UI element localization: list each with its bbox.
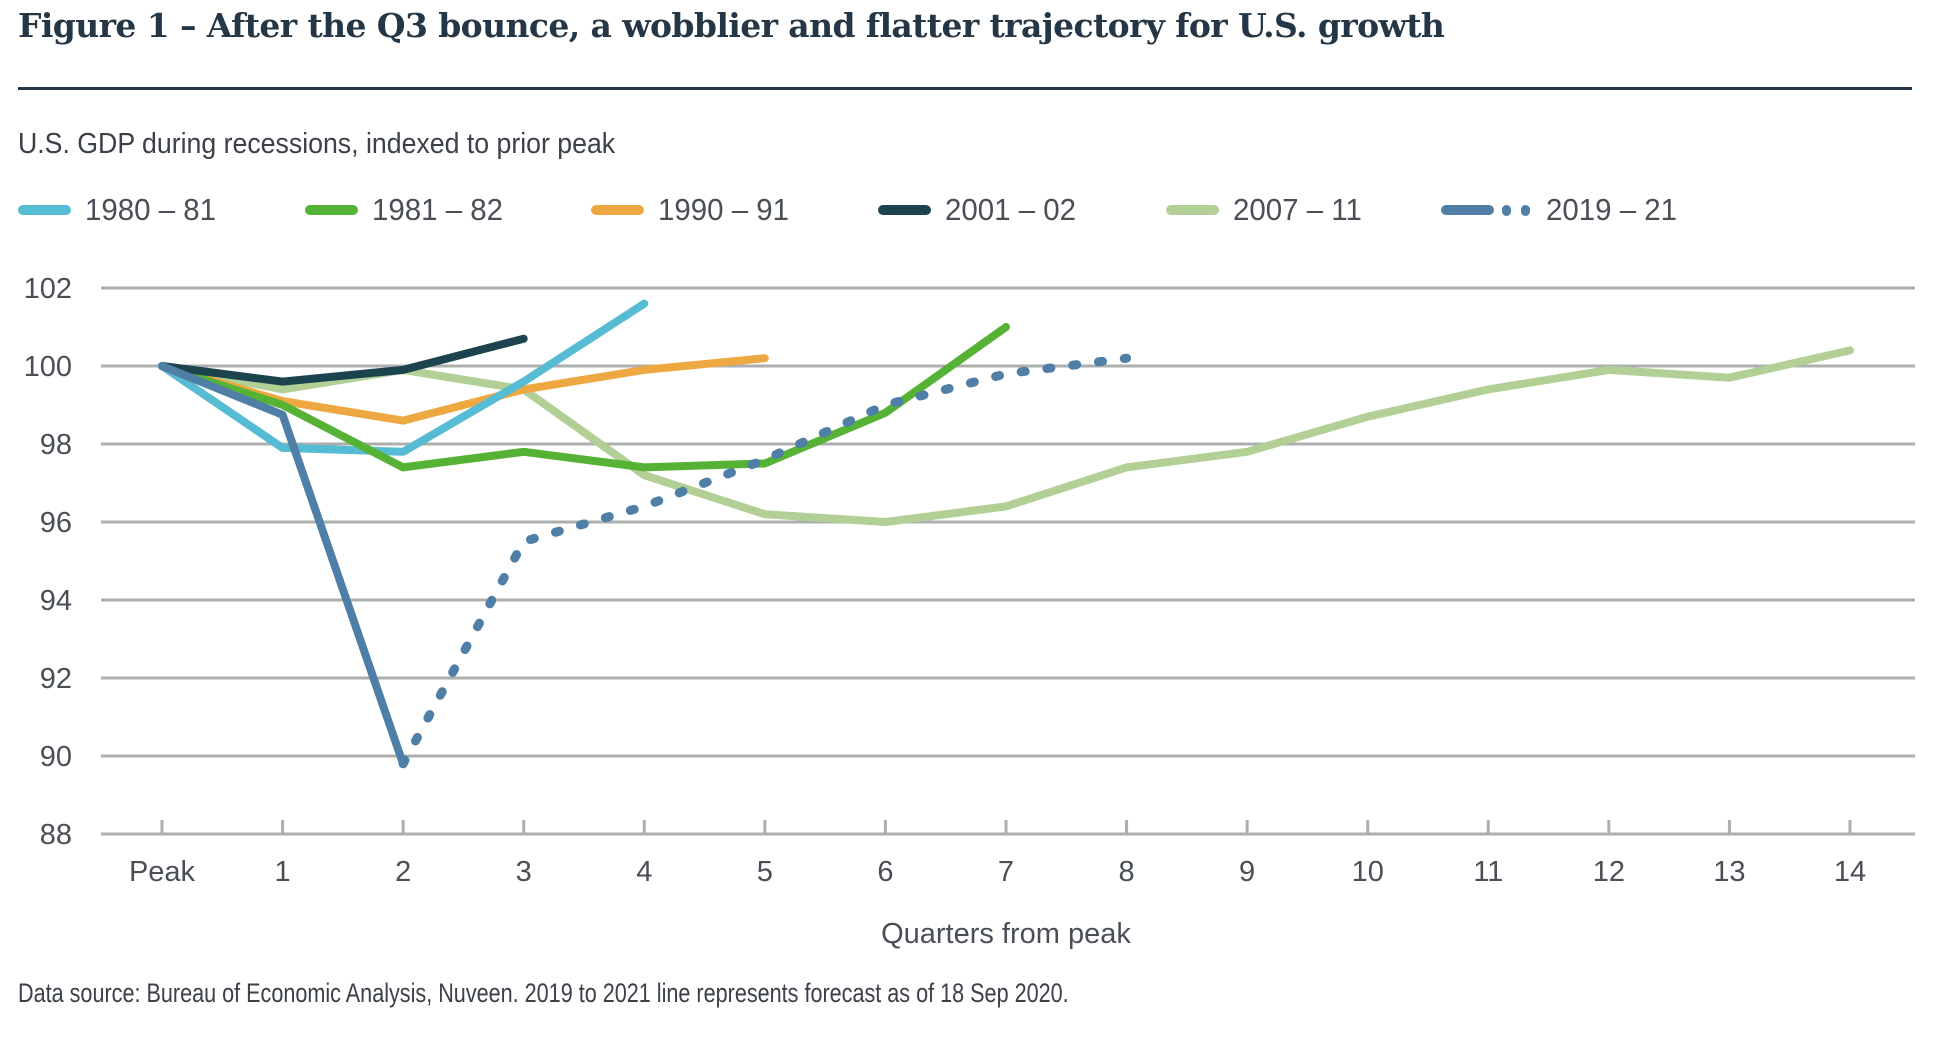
legend-swatch-2001-02 bbox=[878, 205, 931, 215]
x-tick-label: 5 bbox=[757, 856, 773, 888]
x-tick-label: 14 bbox=[1834, 856, 1866, 888]
legend-item-2019-21: 2019 – 21 bbox=[1441, 190, 1684, 230]
y-tick-label: 94 bbox=[40, 585, 72, 617]
legend-swatch-1990-91 bbox=[591, 205, 644, 215]
x-tick-label: 11 bbox=[1473, 856, 1503, 888]
x-tick-label: 9 bbox=[1239, 856, 1255, 888]
legend-label: 2001 – 02 bbox=[945, 192, 1077, 227]
y-tick-label: 90 bbox=[40, 741, 72, 773]
x-axis: Peak 1 2 3 4 5 6 7 8 9 10 11 12 13 14 bbox=[129, 820, 1866, 888]
series-forecast-line-2019-21 bbox=[398, 353, 1132, 769]
series-line-1980-81 bbox=[158, 299, 649, 456]
x-tick-label: Peak bbox=[129, 856, 196, 888]
x-tick-label: 10 bbox=[1352, 856, 1384, 888]
legend-swatch-1981-82 bbox=[305, 205, 358, 215]
legend-label: 2007 – 11 bbox=[1233, 192, 1362, 227]
legend-item-1980-81: 1980 – 81 bbox=[18, 190, 223, 230]
x-tick-label: 2 bbox=[395, 856, 411, 888]
x-tick-label: 1 bbox=[274, 856, 290, 888]
series-line-2007-11 bbox=[158, 346, 1854, 526]
series-lines bbox=[158, 299, 1854, 769]
y-tick-label: 96 bbox=[40, 507, 72, 539]
legend-item-1990-91: 1990 – 91 bbox=[591, 190, 796, 230]
chart-subtitle: U.S. GDP during recessions, indexed to p… bbox=[18, 128, 616, 160]
y-axis-ticks: 102 100 98 96 94 92 90 88 bbox=[24, 273, 72, 851]
legend-label: 1980 – 81 bbox=[85, 192, 217, 227]
legend-item-1981-82: 1981 – 82 bbox=[305, 190, 510, 230]
legend-dotted-swatch-2019-21 bbox=[1502, 204, 1540, 216]
series-line-1990-91 bbox=[158, 354, 769, 425]
x-tick-label: 13 bbox=[1713, 856, 1745, 888]
x-axis-label: Quarters from peak bbox=[881, 918, 1131, 950]
y-tick-label: 92 bbox=[40, 663, 72, 695]
legend-label: 2019 – 21 bbox=[1546, 192, 1678, 227]
series-line-2001-02 bbox=[158, 334, 528, 386]
y-tick-label: 88 bbox=[40, 819, 72, 851]
x-tick-label: 6 bbox=[877, 856, 893, 888]
legend-swatch-2007-11 bbox=[1166, 205, 1219, 215]
figure-title: Figure 1 – After the Q3 bounce, a wobbli… bbox=[18, 6, 1445, 45]
legend-item-2001-02: 2001 – 02 bbox=[878, 190, 1083, 230]
x-tick-label: 7 bbox=[998, 856, 1014, 888]
gridlines bbox=[101, 286, 1915, 836]
x-tick-label: 12 bbox=[1593, 856, 1625, 888]
x-tick-label: 8 bbox=[1118, 856, 1134, 888]
title-divider bbox=[18, 87, 1912, 90]
series-line-1981-82 bbox=[158, 323, 1010, 472]
legend-item-2007-11: 2007 – 11 bbox=[1166, 190, 1369, 230]
y-tick-label: 98 bbox=[40, 429, 72, 461]
y-tick-label: 102 bbox=[24, 273, 72, 305]
x-tick-label: 3 bbox=[516, 856, 532, 888]
legend-label: 1981 – 82 bbox=[372, 192, 504, 227]
x-tick-label: 4 bbox=[636, 856, 652, 888]
legend-swatch-2019-21 bbox=[1441, 205, 1494, 215]
footnote: Data source: Bureau of Economic Analysis… bbox=[18, 978, 1069, 1008]
y-tick-label: 100 bbox=[24, 351, 72, 383]
legend-swatch-1980-81 bbox=[18, 205, 71, 215]
legend-label: 1990 – 91 bbox=[658, 192, 790, 227]
series-line-2019-21 bbox=[158, 362, 408, 768]
